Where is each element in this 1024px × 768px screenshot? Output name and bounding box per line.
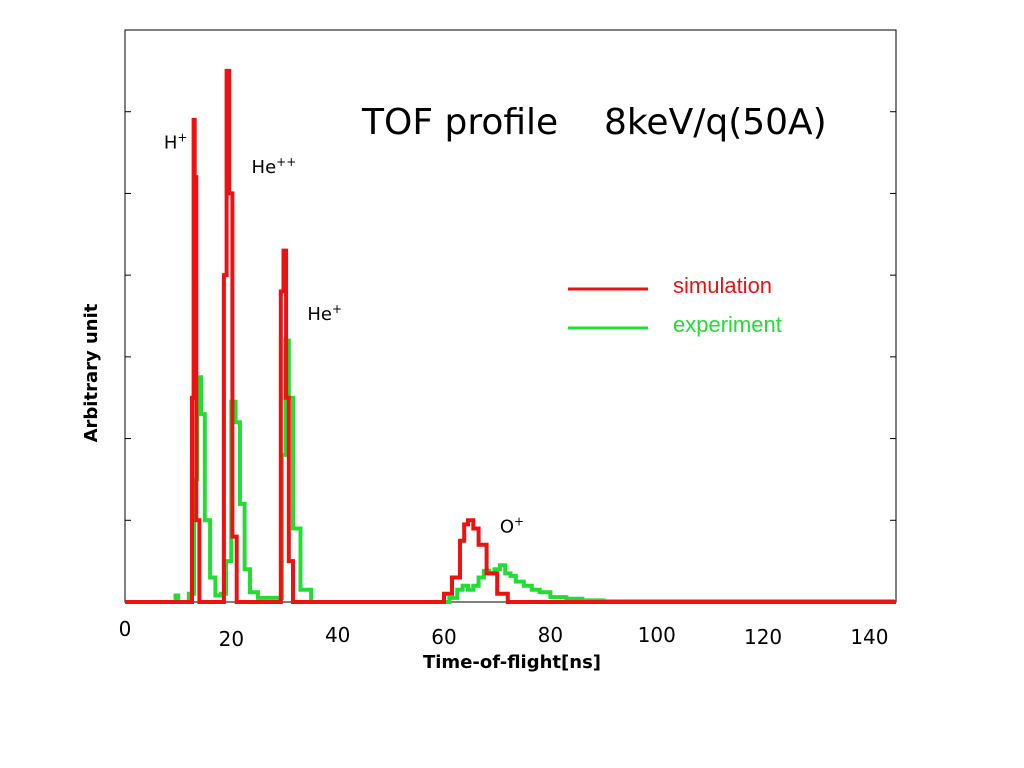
x-tick-label: 40 <box>325 623 350 647</box>
x-tick-label: 100 <box>638 623 676 647</box>
x-tick-label: 20 <box>219 627 244 651</box>
series-lines <box>125 68 896 604</box>
x-tick-label: 120 <box>744 625 782 649</box>
x-axis-label: Time-of-flight[ns] <box>423 652 601 673</box>
x-tick-label: 80 <box>538 623 563 647</box>
y-ticks <box>125 29 896 603</box>
peak-label: O+ <box>500 515 524 538</box>
peak-label: H+ <box>164 130 188 153</box>
x-tick-label: 140 <box>850 625 888 649</box>
legend: simulation experiment <box>568 273 782 337</box>
x-tick-labels: 0 20 40 60 80 100 120 140 <box>119 617 889 651</box>
series-line-simulation <box>125 68 896 604</box>
x-tick-label: 60 <box>431 625 456 649</box>
legend-label-simulation: simulation <box>673 273 772 298</box>
peak-labels: H+ He++ He+ O+ <box>164 130 524 537</box>
peak-label: He+ <box>307 302 342 325</box>
chart-title: TOF profile 8keV/q(50A) <box>361 102 827 143</box>
legend-label-experiment: experiment <box>673 312 782 337</box>
x-tick-label: 0 <box>119 617 132 641</box>
series-line-experiment <box>125 338 896 604</box>
peak-label: He++ <box>252 155 297 178</box>
y-axis-label: Arbitrary unit <box>81 303 102 442</box>
